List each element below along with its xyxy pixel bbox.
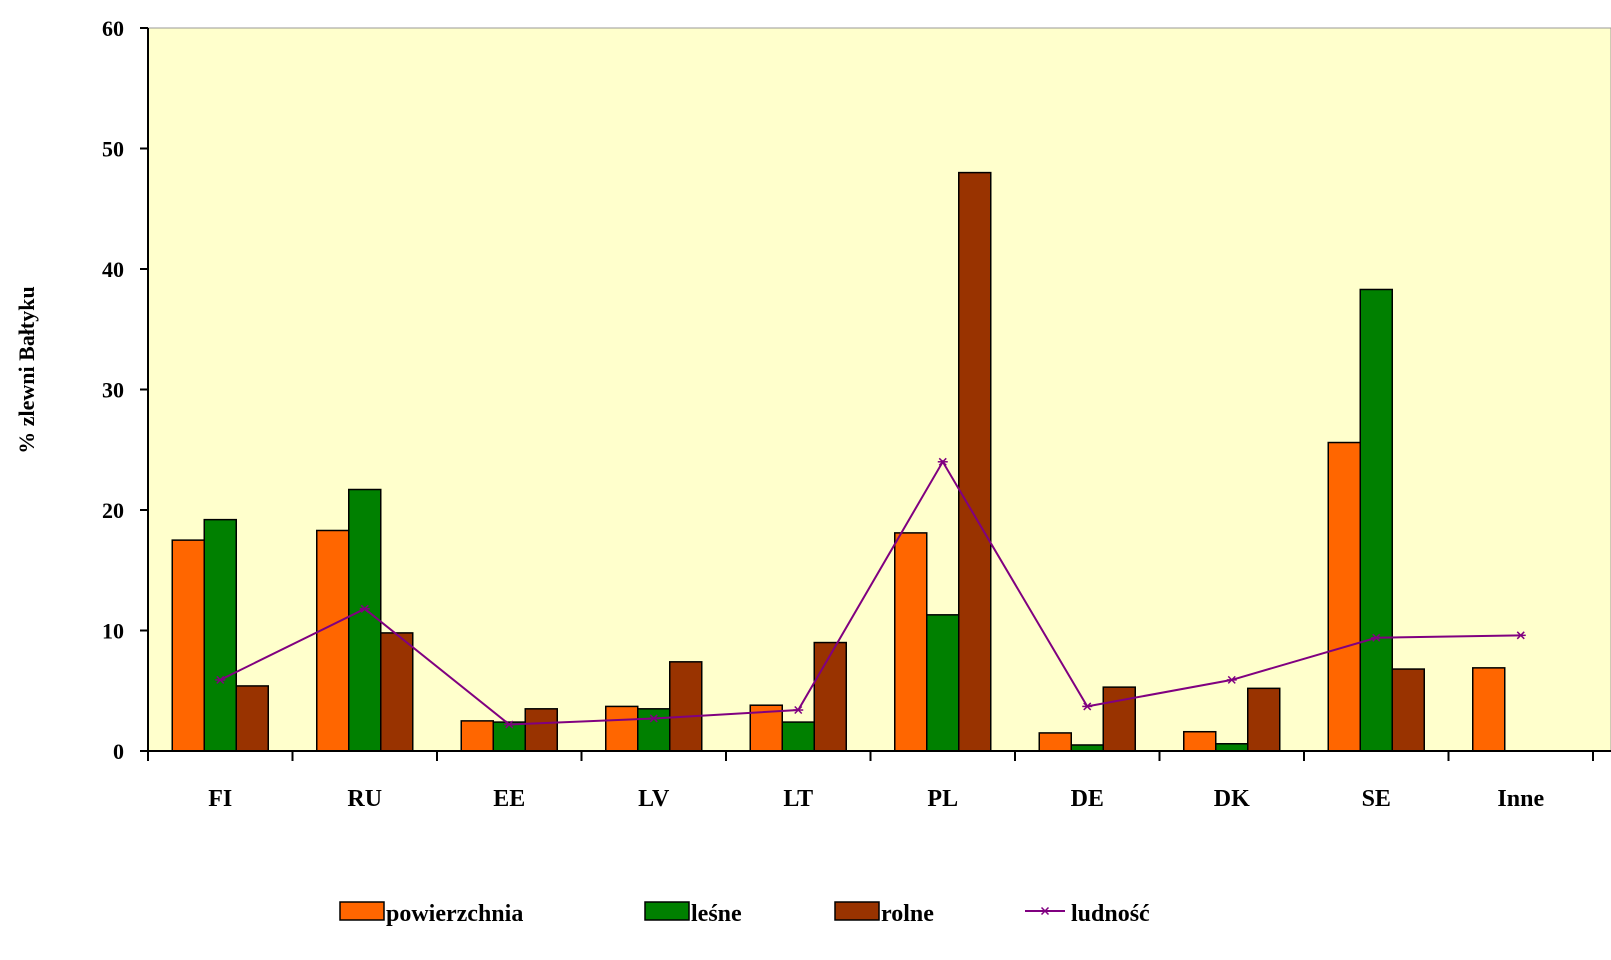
- line-layer: [215, 457, 1526, 729]
- x-tick-label: PL: [927, 786, 958, 812]
- legend-swatch: [339, 901, 385, 921]
- y-tick-label: 30: [102, 378, 124, 403]
- x-tick-label: SE: [1362, 786, 1391, 812]
- legend-item-powierzchnia: powierzchnia: [339, 901, 523, 927]
- bar-powierzchnia-EE: [460, 720, 494, 752]
- bar-leśne-FI: [203, 518, 237, 752]
- bar-rolne-FI: [235, 685, 269, 752]
- legend: powierzchnia leśne rolne ludność: [339, 901, 1150, 927]
- point-ludność-5: [937, 457, 948, 466]
- legend-label: leśne: [691, 901, 742, 927]
- x-tick-label: DE: [1071, 786, 1104, 812]
- y-axis-label: % zlewni Bałtyku: [14, 286, 39, 453]
- legend-item-ludność: ludność: [1025, 901, 1150, 927]
- bar-leśne-DK: [1215, 743, 1249, 752]
- bar-leśne-RU: [348, 488, 382, 752]
- legend-swatch: [834, 901, 880, 921]
- x-tick-label: FI: [208, 786, 232, 812]
- y-tick-label: 0: [113, 739, 124, 764]
- x-tick-label: EE: [493, 786, 525, 812]
- point-ludność-0: [215, 675, 226, 684]
- bar-rolne-LT: [813, 641, 847, 752]
- point-ludność-8: [1371, 633, 1382, 642]
- x-tick-label: RU: [347, 786, 382, 812]
- bar-powierzchnia-SE: [1327, 441, 1361, 752]
- bar-leśne-LT: [781, 721, 815, 752]
- x-tick-label: DK: [1214, 786, 1250, 812]
- x-tick-label: LT: [783, 786, 813, 812]
- y-tick-label: 50: [102, 137, 124, 162]
- point-ludność-1: [359, 604, 370, 613]
- bar-leśne-EE: [492, 721, 526, 752]
- bar-powierzchnia-Inne: [1472, 667, 1506, 752]
- y-tick-label: 10: [102, 619, 124, 644]
- legend-label: rolne: [881, 901, 934, 927]
- bar-leśne-LV: [637, 708, 671, 752]
- bar-rolne-DK: [1247, 687, 1281, 752]
- bar-powierzchnia-RU: [316, 529, 350, 752]
- point-ludność-2: [504, 720, 515, 729]
- point-ludność-3: [648, 714, 659, 723]
- y-tick-label: 40: [102, 257, 124, 282]
- bar-powierzchnia-FI: [171, 539, 205, 752]
- bar-leśne-PL: [926, 614, 960, 752]
- bar-powierzchnia-PL: [894, 532, 928, 752]
- legend-item-leśne: leśne: [644, 901, 742, 927]
- legend-item-rolne: rolne: [834, 901, 934, 927]
- y-tick-label: 60: [102, 16, 124, 41]
- bar-powierzchnia-LV: [605, 705, 639, 752]
- y-tick-label: 20: [102, 498, 124, 523]
- bar-powierzchnia-DE: [1038, 732, 1072, 752]
- point-ludność-7: [1226, 675, 1237, 684]
- bar-rolne-PL: [958, 171, 992, 752]
- x-tick-label: LV: [638, 786, 670, 812]
- bar-rolne-SE: [1391, 668, 1425, 752]
- legend-label: ludność: [1071, 901, 1150, 927]
- bar-rolne-LV: [669, 661, 703, 752]
- line-ludność: [219, 459, 1521, 726]
- axes-layer: 0 10 20 30 40 50 60 FI RU EE LV LT PL DE DK SE Inne: [102, 16, 1611, 812]
- bar-rolne-EE: [524, 708, 558, 752]
- x-tick-label: Inne: [1497, 786, 1544, 812]
- bar-rolne-RU: [380, 632, 414, 752]
- bar-rolne-DE: [1102, 686, 1136, 752]
- bar-leśne-SE: [1359, 288, 1393, 752]
- point-ludność-9: [1515, 631, 1526, 640]
- point-ludność-4: [793, 705, 804, 715]
- point-ludność-6: [1082, 702, 1093, 711]
- legend-label: powierzchnia: [386, 901, 523, 927]
- legend-swatch: [644, 901, 690, 921]
- bar-powierzchnia-DK: [1183, 730, 1217, 752]
